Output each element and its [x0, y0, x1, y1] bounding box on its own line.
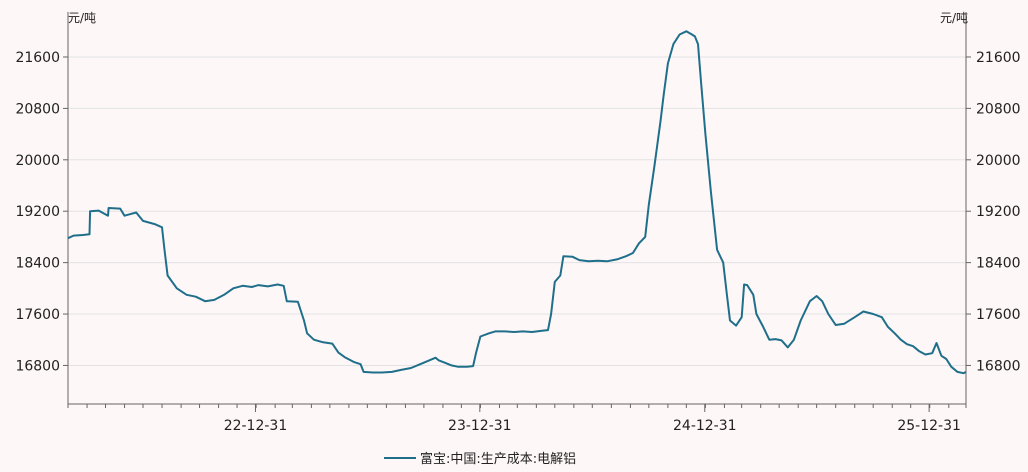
right-y-tick-label-4: 20000	[976, 153, 1021, 169]
x-ticks: 22-12-31 23-12-31 24-12-31 25-12-31	[67, 404, 967, 434]
x-tick-label-0: 22-12-31	[224, 418, 288, 434]
left-y-tick-label-2: 18400	[15, 256, 60, 272]
right-y-unit-label: 元/吨	[940, 11, 968, 25]
right-y-tick-label-1: 17600	[976, 307, 1021, 323]
series-layer	[67, 30, 967, 375]
left-y-tick-label-6: 21600	[15, 50, 60, 66]
x-tick-label-3: 25-12-31	[897, 418, 961, 434]
left-y-tick-label-1: 17600	[15, 307, 60, 323]
left-y-tick-label-5: 20800	[15, 101, 60, 117]
left-y-tick-label-3: 19200	[15, 204, 60, 220]
right-y-tick-label-2: 18400	[976, 256, 1021, 272]
right-y-tick-label-3: 19200	[976, 204, 1021, 220]
left-y-tick-label-0: 16800	[15, 358, 60, 374]
legend-label: 富宝:中国:生产成本:电解铝	[420, 451, 576, 467]
left-y-tick-label-4: 20000	[15, 153, 60, 169]
grid-lines	[68, 56, 966, 366]
x-tick-label-1: 23-12-31	[448, 418, 512, 434]
right-y-tick-label-5: 20800	[976, 101, 1021, 117]
right-y-tick-label-6: 21600	[976, 50, 1021, 66]
legend: 富宝:中国:生产成本:电解铝	[384, 451, 576, 467]
series-line-0	[67, 30, 967, 375]
right-y-ticks: 16800 17600 18400 19200 20000 20800 21600	[966, 50, 1021, 374]
left-y-unit-label: 元/吨	[68, 11, 96, 25]
x-tick-label-2: 24-12-31	[673, 418, 737, 434]
left-y-ticks: 16800 17600 18400 19200 20000 20800 21600	[15, 50, 68, 374]
right-y-tick-label-0: 16800	[976, 358, 1021, 374]
